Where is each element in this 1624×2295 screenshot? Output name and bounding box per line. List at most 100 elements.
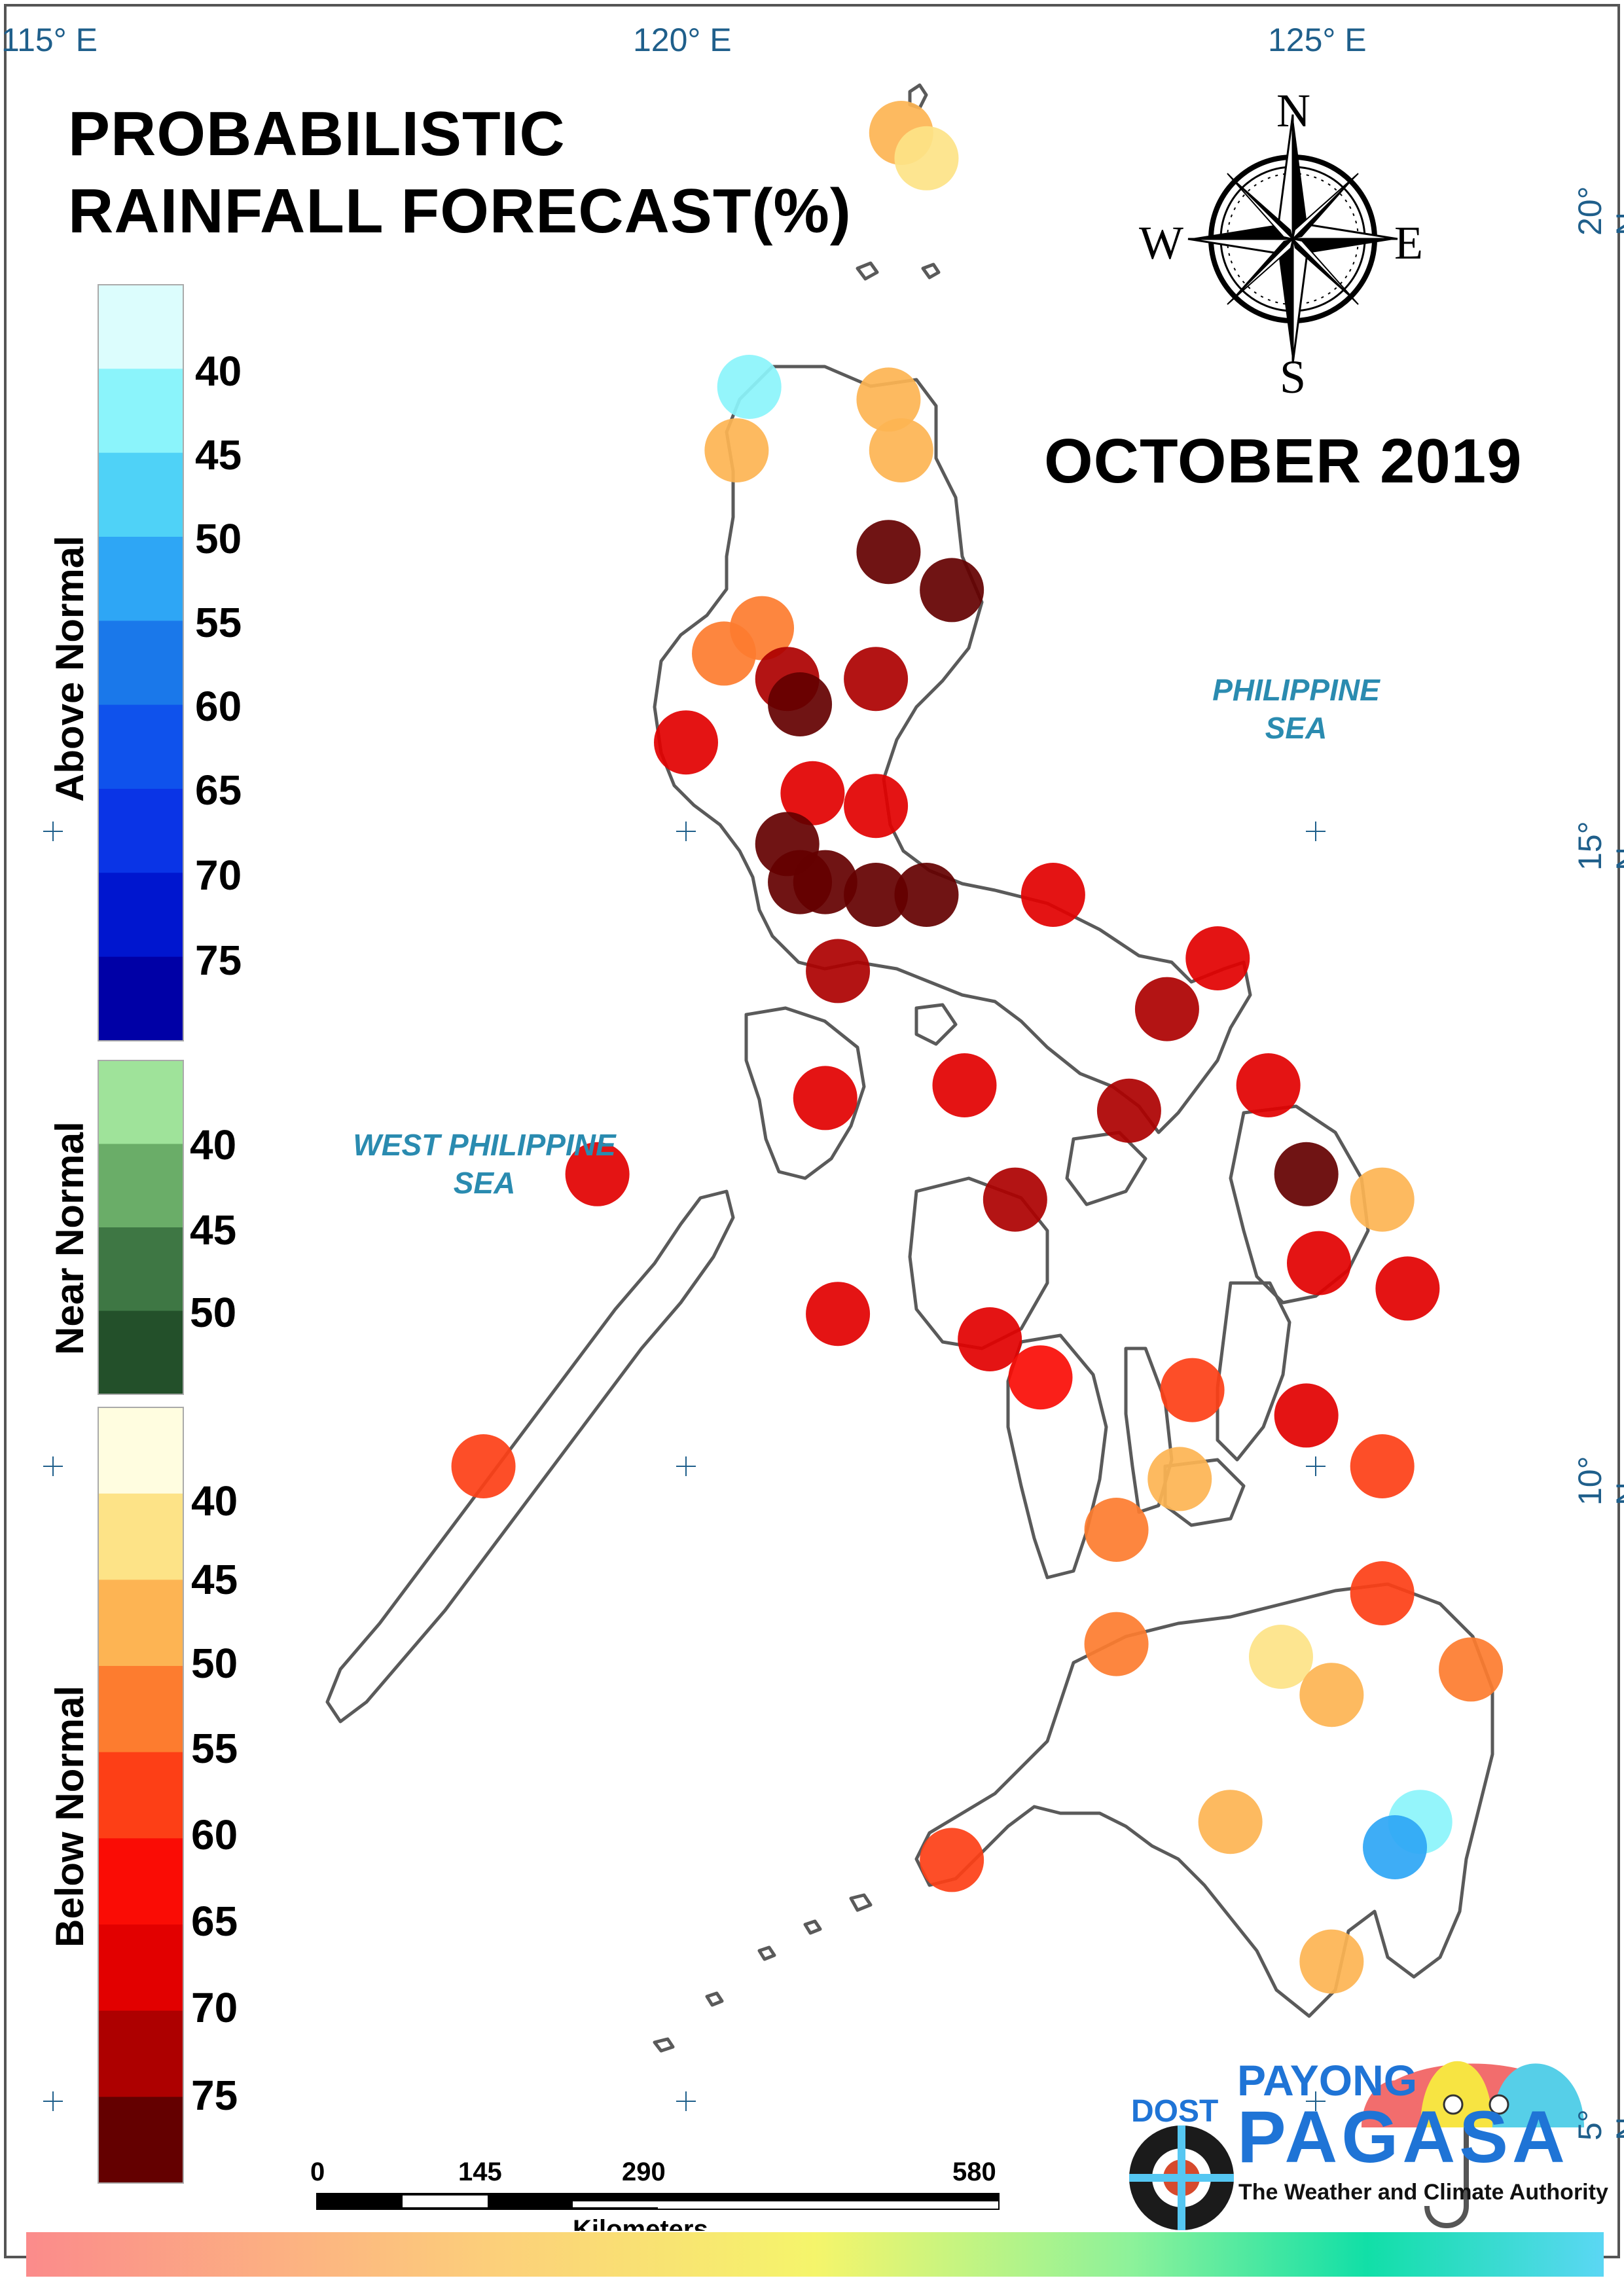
lat-label-15: 15° N [1572,821,1624,871]
compass-w: W [1139,217,1183,269]
station-marker [844,863,909,927]
station-marker [654,710,718,775]
legend-below-normal-title: Below Normal [48,1685,92,1947]
station-marker [1439,1637,1504,1702]
legend-below-label: 40 [191,1477,238,1525]
luzon-island [653,365,1252,1134]
legend-below-label: 60 [191,1811,238,1858]
station-marker [920,558,984,623]
legend-above-label: 45 [195,431,242,479]
legend-above-label: 65 [195,767,242,814]
station-marker [793,1066,857,1130]
station-marker [1198,1790,1263,1854]
station-marker [844,647,909,712]
legend-above-label: 55 [195,599,242,646]
station-marker [1185,926,1250,990]
station-marker [1008,1345,1073,1410]
legend-swatch [98,537,183,622]
legend-bar-outline [98,284,184,1041]
legend-above-label: 60 [195,683,242,730]
legend-below-label: 70 [191,1984,238,2031]
station-marker [768,672,833,736]
station-marker [1236,1053,1301,1117]
legend-swatch [98,789,183,874]
logo-pagasa: PAGASA [1237,2096,1569,2178]
station-marker [806,1282,871,1346]
station-marker [1350,1434,1415,1498]
cebu-island [1124,1346,1174,1514]
legend-below-label: 65 [191,1898,238,1945]
scale-unit-label: Kilometers [573,2216,708,2231]
logo-dost: DOST [1131,2094,1219,2129]
legend-above-normal-title: Above Normal [48,535,92,802]
station-marker [1274,1142,1339,1206]
legend-below-label: 50 [191,1640,238,1687]
legend-swatch [98,1060,183,1145]
station-marker [856,520,921,585]
station-marker [1084,1498,1149,1562]
marinduque-island [914,1003,958,1046]
mindanao-island [914,1582,1494,2018]
station-marker [1350,1561,1415,1625]
legend-swatch [98,1407,183,1494]
graticule [43,822,1326,2111]
station-marker [717,355,782,419]
sulu-islands [653,1893,873,2053]
legend-swatch [98,621,183,706]
legend-below-label: 55 [191,1725,238,1772]
legend-above-label: 50 [195,515,242,562]
forecast-period: OCTOBER 2019 [1044,426,1523,496]
legend-below-label: 45 [191,1556,238,1603]
legend-swatch [98,956,183,1041]
masbate-island [1065,1130,1147,1206]
station-marker [1363,1815,1428,1879]
legend-swatch [98,1925,183,2012]
babuyan-island [856,261,879,281]
legend-swatch [98,2010,183,2098]
pagasa-umbrella-icon [1362,2061,1584,2228]
title-line-1: PROBABILISTIC [68,99,566,169]
station-markers [451,101,1504,1994]
legend-above-label: 75 [195,937,242,984]
philippine-sea-label: PHILIPPINE SEA [1178,671,1414,747]
legend-above-label: 40 [195,348,242,395]
legend-near-label: 40 [190,1121,237,1168]
legend-near-label: 50 [190,1289,237,1336]
scale-label-580: 580 [952,2158,996,2186]
legend-swatch [98,1310,183,1395]
philippine-sea-line-2: SEA [1265,711,1327,745]
coastline [325,83,1494,2053]
leyte-island [1216,1281,1291,1462]
west-philippine-sea-line-1: WEST PHILIPPINE [353,1128,616,1162]
legend-swatch [98,1666,183,1753]
negros-island [1006,1333,1108,1580]
station-marker [780,761,845,825]
station-marker [1350,1167,1415,1232]
legend-above-label: 70 [195,852,242,899]
logo-payong: PAYONG [1237,2056,1418,2105]
station-marker [1084,1612,1149,1676]
legend-near-normal-title: Near Normal [48,1121,92,1355]
station-marker [894,863,959,927]
station-marker [869,418,933,482]
mindoro-island [744,1006,866,1180]
west-philippine-sea-line-2: SEA [453,1166,516,1200]
west-philippine-sea-label: WEST PHILIPPINE SEA [327,1126,641,1202]
station-marker [1274,1383,1339,1448]
lon-label-125: 125° E [1268,22,1367,58]
legend-swatch [98,2097,183,2184]
station-marker [844,774,909,839]
station-marker [451,1434,516,1498]
compass-rose-icon [1187,114,1398,364]
station-marker [856,367,921,432]
station-marker [1160,1358,1225,1422]
station-marker [704,418,769,482]
legend-swatch [98,452,183,537]
legend-swatch [98,285,183,370]
legend-swatch [98,1493,183,1581]
pagasa-seal-icon [1129,2125,1234,2230]
palawan-island [325,1189,735,1724]
station-marker [1299,1929,1364,1994]
station-marker [932,1053,997,1117]
